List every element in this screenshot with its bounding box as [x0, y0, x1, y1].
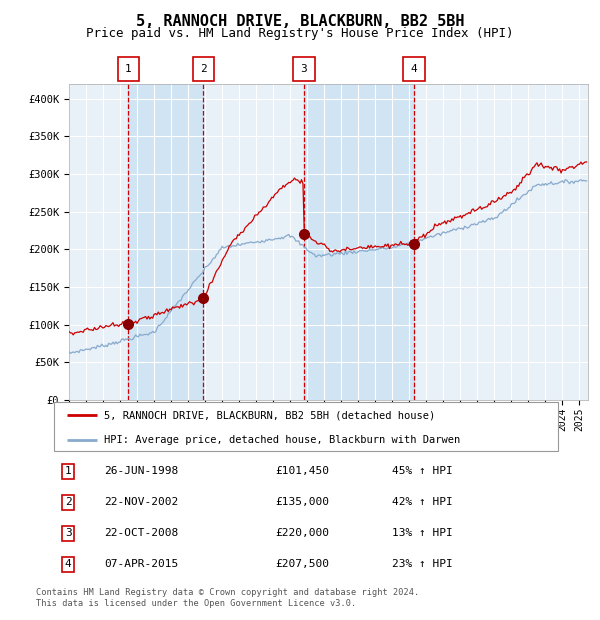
Text: HPI: Average price, detached house, Blackburn with Darwen: HPI: Average price, detached house, Blac…	[104, 435, 461, 445]
Text: 4: 4	[65, 559, 71, 569]
Text: £101,450: £101,450	[276, 466, 330, 476]
FancyBboxPatch shape	[54, 402, 558, 451]
Text: £135,000: £135,000	[276, 497, 330, 507]
Text: 3: 3	[301, 64, 307, 74]
Text: 42% ↑ HPI: 42% ↑ HPI	[392, 497, 452, 507]
Text: 3: 3	[65, 528, 71, 538]
Text: 23% ↑ HPI: 23% ↑ HPI	[392, 559, 452, 569]
Text: 2: 2	[200, 64, 207, 74]
Text: £207,500: £207,500	[276, 559, 330, 569]
Text: Contains HM Land Registry data © Crown copyright and database right 2024.: Contains HM Land Registry data © Crown c…	[36, 588, 419, 597]
Text: 22-NOV-2002: 22-NOV-2002	[104, 497, 179, 507]
Text: 13% ↑ HPI: 13% ↑ HPI	[392, 528, 452, 538]
Text: 22-OCT-2008: 22-OCT-2008	[104, 528, 179, 538]
Bar	[304, 84, 414, 400]
Text: 07-APR-2015: 07-APR-2015	[104, 559, 179, 569]
Text: 45% ↑ HPI: 45% ↑ HPI	[392, 466, 452, 476]
Text: £220,000: £220,000	[276, 528, 330, 538]
Text: 5, RANNOCH DRIVE, BLACKBURN, BB2 5BH: 5, RANNOCH DRIVE, BLACKBURN, BB2 5BH	[136, 14, 464, 29]
Text: Price paid vs. HM Land Registry's House Price Index (HPI): Price paid vs. HM Land Registry's House …	[86, 27, 514, 40]
Text: This data is licensed under the Open Government Licence v3.0.: This data is licensed under the Open Gov…	[36, 599, 356, 608]
Text: 2: 2	[65, 497, 71, 507]
Bar	[128, 84, 203, 400]
Text: 4: 4	[410, 64, 417, 74]
Text: 26-JUN-1998: 26-JUN-1998	[104, 466, 179, 476]
Text: 5, RANNOCH DRIVE, BLACKBURN, BB2 5BH (detached house): 5, RANNOCH DRIVE, BLACKBURN, BB2 5BH (de…	[104, 410, 436, 420]
Text: 1: 1	[65, 466, 71, 476]
Text: 1: 1	[125, 64, 132, 74]
